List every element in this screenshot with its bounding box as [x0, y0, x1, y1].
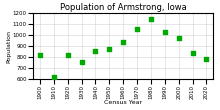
Point [66, 54, 70, 56]
Point [121, 41, 125, 43]
Point [163, 31, 167, 33]
Point [149, 18, 153, 20]
Point [52, 76, 56, 78]
Title: Population of Armstrong, Iowa: Population of Armstrong, Iowa [60, 3, 187, 12]
Point [191, 52, 194, 54]
Y-axis label: Population: Population [6, 30, 11, 63]
Point [177, 38, 180, 39]
Point [80, 61, 83, 62]
Point [108, 49, 111, 50]
Point [135, 28, 139, 29]
Point [94, 50, 97, 51]
X-axis label: Census Year: Census Year [104, 100, 142, 105]
Point [205, 59, 208, 60]
Point [38, 54, 42, 56]
